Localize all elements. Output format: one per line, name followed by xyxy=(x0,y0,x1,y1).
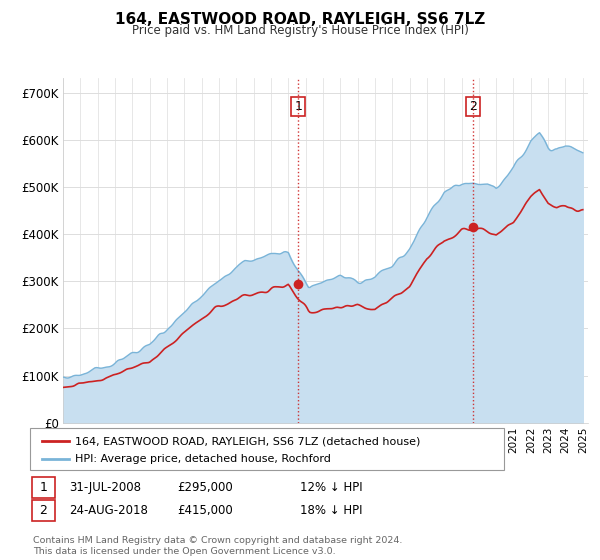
Text: Contains HM Land Registry data © Crown copyright and database right 2024.
This d: Contains HM Land Registry data © Crown c… xyxy=(33,536,403,556)
Text: £295,000: £295,000 xyxy=(177,480,233,494)
Text: 31-JUL-2008: 31-JUL-2008 xyxy=(69,480,141,494)
Text: HPI: Average price, detached house, Rochford: HPI: Average price, detached house, Roch… xyxy=(75,454,331,464)
Text: 164, EASTWOOD ROAD, RAYLEIGH, SS6 7LZ: 164, EASTWOOD ROAD, RAYLEIGH, SS6 7LZ xyxy=(115,12,485,27)
Text: 1: 1 xyxy=(39,480,47,494)
Text: 12% ↓ HPI: 12% ↓ HPI xyxy=(300,480,362,494)
Text: £415,000: £415,000 xyxy=(177,504,233,517)
Text: 164, EASTWOOD ROAD, RAYLEIGH, SS6 7LZ (detached house): 164, EASTWOOD ROAD, RAYLEIGH, SS6 7LZ (d… xyxy=(75,436,421,446)
Text: 1: 1 xyxy=(295,100,302,113)
Text: 24-AUG-2018: 24-AUG-2018 xyxy=(69,504,148,517)
Text: 18% ↓ HPI: 18% ↓ HPI xyxy=(300,504,362,517)
Text: 2: 2 xyxy=(39,504,47,517)
Text: 2: 2 xyxy=(469,100,477,113)
Text: Price paid vs. HM Land Registry's House Price Index (HPI): Price paid vs. HM Land Registry's House … xyxy=(131,24,469,37)
